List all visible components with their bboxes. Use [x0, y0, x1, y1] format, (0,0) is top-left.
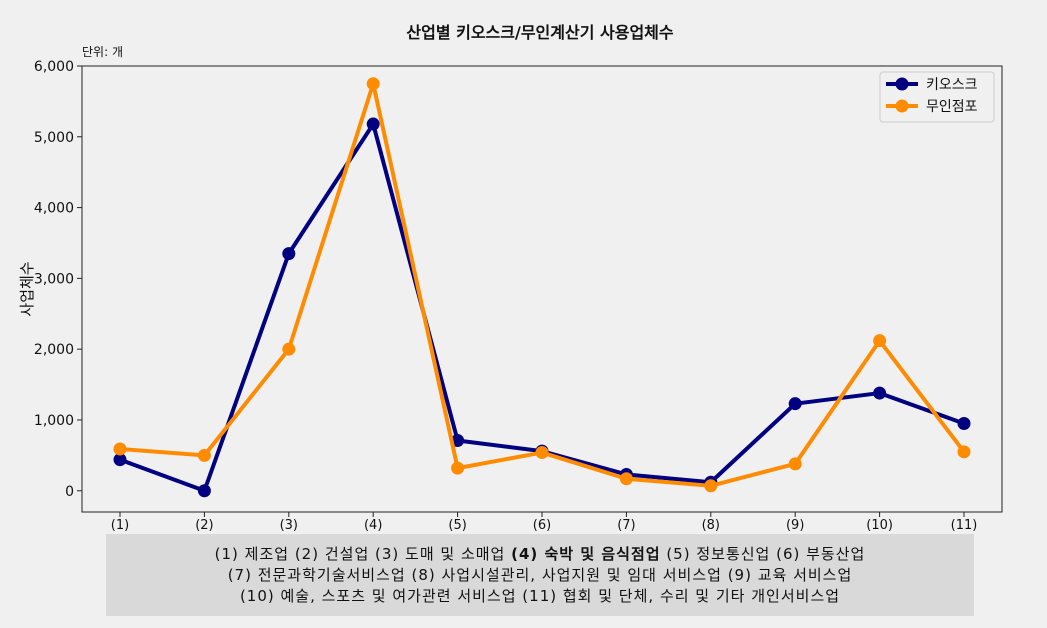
data-point-unmanned-store: [535, 446, 549, 460]
series-line-kiosk: [119, 122, 965, 493]
data-point-unmanned-store: [957, 445, 971, 459]
notes-line-1-pre: (1) 제조업 (2) 건설업 (3) 도매 및 소매업: [214, 545, 512, 563]
notes-line-1: (1) 제조업 (2) 건설업 (3) 도매 및 소매업 (4) 숙박 및 음식…: [106, 544, 974, 565]
data-point-unmanned-store: [788, 457, 802, 471]
x-tick-label: (9): [786, 518, 804, 533]
data-point-kiosk: [197, 484, 211, 498]
legend-label-kiosk: 키오스크: [926, 77, 978, 93]
data-point-kiosk: [873, 386, 887, 400]
y-tick-label: 5,000: [34, 130, 74, 146]
data-point-unmanned-store: [366, 77, 380, 91]
y-tick-label: 2,000: [34, 342, 74, 358]
data-point-unmanned-store: [451, 461, 465, 475]
y-tick-label: 6,000: [34, 59, 74, 75]
data-point-kiosk: [366, 117, 380, 131]
series-line-unmanned-store: [119, 81, 966, 488]
y-tick-label: 0: [65, 484, 74, 500]
notes-line-1-post: (5) 정보통신업 (6) 부동산업: [660, 545, 866, 563]
x-tick-label: (1): [111, 518, 129, 533]
data-point-unmanned-store: [873, 334, 887, 348]
notes-line-1-bold: (4) 숙박 및 음식점업: [511, 545, 661, 563]
notes-line-3: (10) 예술, 스포츠 및 여가관련 서비스업 (11) 협회 및 단체, 수…: [239, 587, 841, 605]
data-point-kiosk: [282, 247, 296, 261]
legend-marker-unmanned-store: [895, 99, 909, 113]
data-point-unmanned-store: [197, 448, 211, 462]
legend-label-unmanned-store: 무인점포: [926, 99, 978, 115]
y-tick-label: 1,000: [34, 413, 74, 429]
y-tick-label: 4,000: [34, 201, 74, 217]
y-axis-label: 사업체수: [18, 261, 36, 316]
x-tick-label: (4): [364, 518, 382, 533]
x-tick-label: (8): [702, 518, 720, 533]
x-tick-label: (11): [951, 518, 978, 533]
y-tick-label: 3,000: [34, 271, 74, 287]
data-point-unmanned-store: [282, 342, 296, 356]
x-tick-label: (5): [448, 518, 466, 533]
data-point-kiosk: [451, 433, 465, 447]
data-point-unmanned-store: [704, 479, 718, 493]
category-notes: (1) 제조업 (2) 건설업 (3) 도매 및 소매업 (4) 숙박 및 음식…: [106, 534, 974, 616]
legend-marker-kiosk: [895, 77, 909, 91]
x-tick-label: (2): [195, 518, 213, 533]
notes-line-2: (7) 전문과학기술서비스업 (8) 사업시설관리, 사업지원 및 임대 서비스…: [227, 566, 853, 584]
data-point-kiosk: [957, 417, 971, 431]
data-point-kiosk: [113, 453, 127, 467]
data-point-kiosk: [788, 397, 802, 411]
chart-title: 산업별 키오스크/무인계산기 사용업체수: [406, 23, 674, 42]
unit-label: 단위: 개: [82, 45, 123, 59]
x-tick-label: (3): [280, 518, 298, 533]
data-point-unmanned-store: [619, 472, 633, 486]
x-tick-label: (10): [866, 518, 893, 533]
data-point-unmanned-store: [113, 442, 127, 456]
x-tick-label: (7): [617, 518, 635, 533]
x-tick-label: (6): [533, 518, 551, 533]
